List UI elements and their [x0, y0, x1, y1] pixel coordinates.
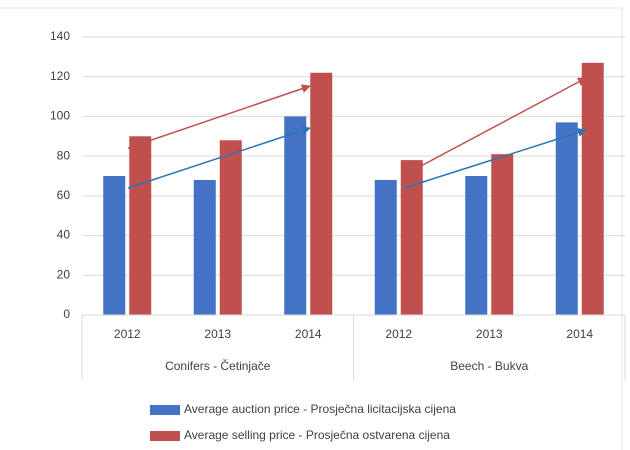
- x-tick-label: 2014: [566, 327, 593, 341]
- trend-arrow: [127, 84, 311, 149]
- bar: [310, 72, 333, 315]
- y-tick-label: 140: [50, 29, 70, 43]
- legend-swatch: [150, 431, 180, 441]
- bar: [284, 116, 307, 315]
- bar: [219, 140, 242, 315]
- legend-label: Average auction price - Prosječna licita…: [184, 402, 456, 416]
- y-tick-label: 100: [50, 109, 70, 123]
- group-label: Beech - Bukva: [450, 359, 528, 373]
- plot: 0 20 40 60 80 100 120 140 2012 2013 2014 Conifers -…: [50, 29, 626, 442]
- bar: [491, 154, 514, 315]
- x-tick-label: 2014: [295, 327, 322, 341]
- trend-arrow: [403, 128, 587, 189]
- x-tick-label: 2012: [385, 327, 412, 341]
- bar: [129, 136, 152, 315]
- y-tick-label: 120: [50, 69, 70, 83]
- y-tick-label: 60: [57, 188, 71, 202]
- trend-arrows: [127, 77, 587, 189]
- x-tick-label: 2012: [114, 327, 141, 341]
- x-tick-label: 2013: [204, 327, 231, 341]
- legend-swatch: [150, 405, 180, 415]
- bar: [374, 179, 397, 315]
- bar: [581, 62, 604, 315]
- bar: [465, 176, 488, 315]
- legend-label: Average selling price - Prosječna ostvar…: [184, 428, 450, 442]
- y-tick-label: 80: [57, 148, 71, 162]
- y-tick-label: 20: [57, 267, 71, 281]
- bar: [193, 179, 216, 315]
- group-label: Conifers - Četinjače: [165, 358, 271, 373]
- y-tick-label: 0: [63, 307, 70, 321]
- y-tick-label: 40: [57, 228, 71, 242]
- bar: [555, 122, 578, 315]
- trend-arrow: [127, 126, 311, 189]
- trend-arrow: [403, 77, 587, 176]
- bar: [103, 176, 126, 315]
- bar: [400, 160, 423, 315]
- x-tick-label: 2013: [476, 327, 503, 341]
